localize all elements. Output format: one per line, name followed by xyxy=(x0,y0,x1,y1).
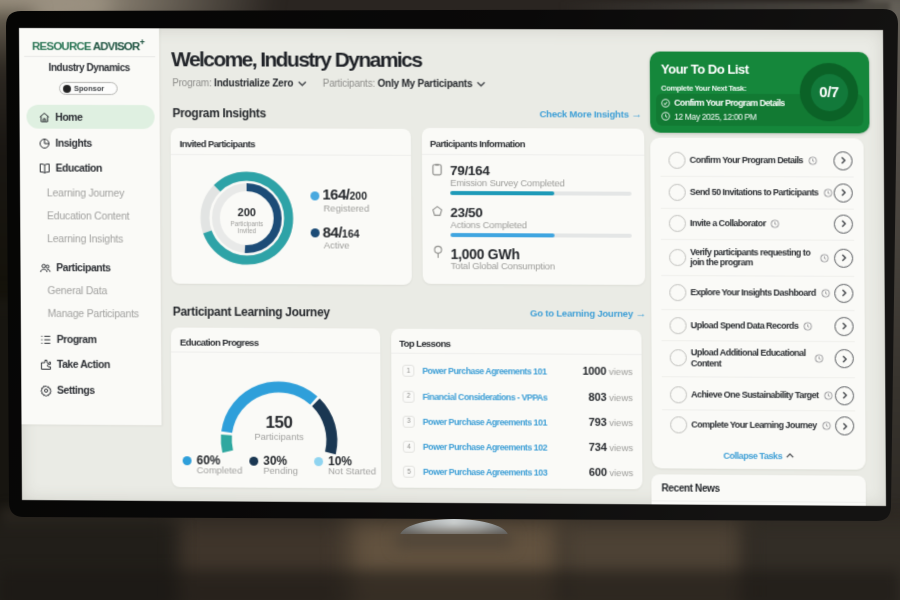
svg-text:200: 200 xyxy=(238,207,256,219)
svg-text:Participants: Participants xyxy=(230,221,263,228)
svg-text:Invited: Invited xyxy=(238,228,257,235)
